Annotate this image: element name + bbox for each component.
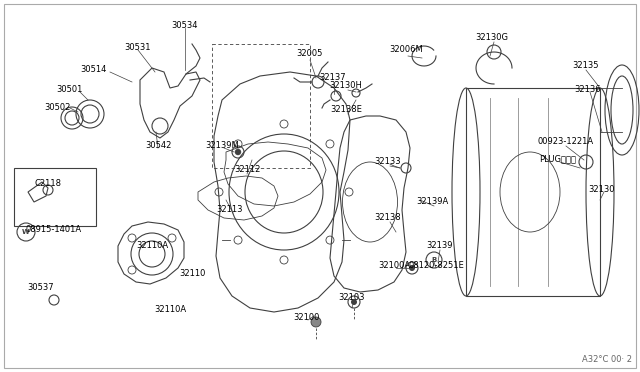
Text: PLUGプラグ: PLUGプラグ [540, 154, 577, 164]
Text: C2118: C2118 [35, 179, 61, 187]
Text: 32112: 32112 [234, 164, 260, 173]
Text: 32133: 32133 [374, 157, 401, 166]
Text: 08120-8251E: 08120-8251E [408, 260, 464, 269]
Text: 30537: 30537 [28, 282, 54, 292]
Text: 32100: 32100 [293, 312, 319, 321]
Text: 32110: 32110 [179, 269, 205, 278]
Text: 32130G: 32130G [476, 32, 509, 42]
Text: 32103: 32103 [339, 292, 365, 301]
Text: A32°C 00· 2: A32°C 00· 2 [582, 355, 632, 364]
Text: 32130H: 32130H [330, 80, 362, 90]
Text: 32139: 32139 [427, 241, 453, 250]
Bar [14, 168, 96, 226]
Text: 32136: 32136 [575, 84, 602, 93]
Circle shape [409, 265, 415, 271]
Text: 30514: 30514 [80, 64, 106, 74]
Text: 32138E: 32138E [330, 105, 362, 113]
Circle shape [311, 317, 321, 327]
Text: 32006M: 32006M [389, 45, 423, 54]
Text: 32135: 32135 [573, 61, 599, 70]
Text: 32100A: 32100A [378, 260, 410, 269]
Text: 30502: 30502 [44, 103, 70, 112]
Text: 32113: 32113 [217, 205, 243, 214]
Text: 32130: 32130 [589, 185, 615, 193]
Text: 00923-1221A: 00923-1221A [538, 137, 594, 145]
Text: 32005: 32005 [296, 48, 322, 58]
Text: 30534: 30534 [172, 20, 198, 29]
Text: 32110A: 32110A [136, 241, 168, 250]
Text: 30501: 30501 [56, 84, 82, 93]
Text: 08915-1401A: 08915-1401A [26, 224, 82, 234]
Text: 32139M: 32139M [205, 141, 239, 150]
Text: 32110A: 32110A [154, 305, 186, 314]
Text: B: B [431, 257, 436, 263]
Circle shape [235, 149, 241, 155]
Text: 32138: 32138 [374, 212, 401, 221]
Circle shape [351, 299, 357, 305]
Text: 30531: 30531 [125, 42, 151, 51]
Bar [466, 88, 600, 296]
Text: 30542: 30542 [145, 141, 171, 150]
Text: 32139A: 32139A [416, 196, 448, 205]
Text: W: W [22, 229, 30, 235]
Text: 32137: 32137 [320, 73, 346, 81]
